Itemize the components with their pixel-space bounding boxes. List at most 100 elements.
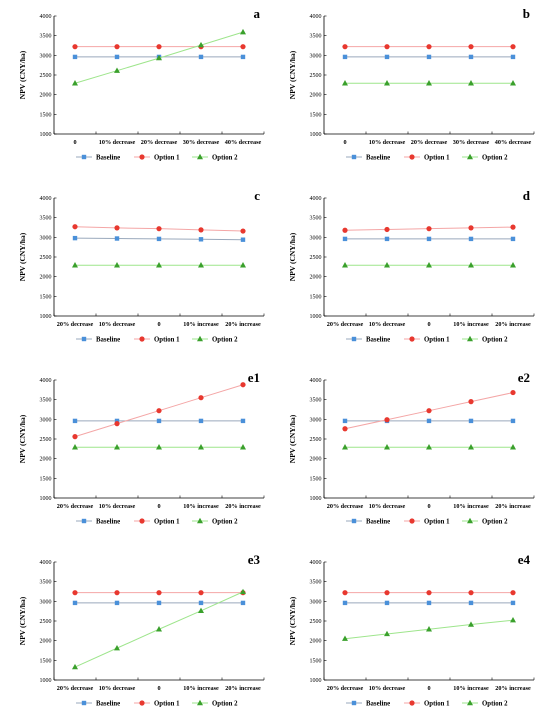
x-category-label: 0	[73, 139, 76, 146]
series-baseline	[342, 54, 516, 60]
x-category-label: 40% decrease	[495, 139, 532, 146]
data-point	[198, 600, 204, 606]
y-tick-label: 2000	[40, 639, 52, 645]
legend-label: Option 1	[424, 518, 450, 525]
panel-b: 1000 1500 2000 2500 3000 3500 4000 0 10% decreas…	[288, 6, 535, 161]
series-option-2	[72, 588, 246, 670]
data-point	[468, 600, 474, 606]
x-category-label: 10% increase	[183, 685, 219, 692]
data-point	[342, 444, 348, 450]
data-point	[114, 644, 120, 651]
y-tick-label: 3000	[40, 417, 52, 423]
legend-marker	[81, 154, 87, 160]
x-category-label: 20% increase	[225, 685, 261, 692]
y-tick-label: 1000	[310, 132, 322, 138]
data-point	[156, 408, 162, 414]
data-point	[342, 54, 348, 60]
legend-label: Option 1	[424, 154, 450, 161]
y-tick-label: 1500	[40, 294, 52, 300]
x-category-label: 20% increase	[495, 685, 531, 692]
y-axis-label: NPV (CNY/ha)	[288, 596, 297, 645]
data-point	[510, 418, 516, 424]
data-point	[468, 621, 474, 627]
legend-label: Baseline	[96, 700, 120, 707]
data-point	[510, 600, 516, 606]
data-point	[198, 237, 204, 242]
data-point	[156, 236, 162, 242]
y-tick-label: 3000	[310, 53, 322, 59]
panel-letter: e4	[518, 552, 531, 567]
x-category-label: 20% decrease	[57, 321, 94, 328]
data-point	[114, 444, 120, 450]
y-tick-label: 1000	[40, 314, 52, 320]
y-tick-label: 4000	[40, 560, 52, 566]
data-point	[384, 262, 390, 268]
data-point	[72, 235, 78, 241]
panel-letter: c	[254, 188, 260, 203]
data-point	[72, 80, 78, 86]
data-point	[468, 418, 474, 424]
panel-d: 1000 1500 2000 2500 3000 3500 4000 20% decrease…	[288, 188, 535, 343]
data-point	[114, 590, 120, 596]
y-tick-label: 2500	[310, 437, 322, 443]
y-axis-label: NPV (CNY/ha)	[18, 50, 27, 99]
y-tick-label: 2000	[310, 457, 322, 463]
series-baseline	[342, 600, 516, 606]
data-point	[342, 426, 348, 432]
x-category-label: 10% decrease	[99, 321, 136, 328]
data-point	[468, 225, 474, 231]
legend: Baseline Option 1 Option 2	[76, 153, 238, 161]
x-category-label: 10% decrease	[369, 321, 406, 328]
x-category-label: 40% decrease	[225, 139, 262, 146]
y-tick-label: 1500	[310, 294, 322, 300]
data-point	[198, 607, 204, 613]
data-point	[240, 262, 246, 268]
legend-label: Baseline	[366, 154, 390, 161]
x-category-label: 20% decrease	[327, 321, 364, 328]
data-point	[510, 224, 516, 230]
x-category-label: 20% decrease	[411, 139, 448, 146]
x-category-label: 20% decrease	[57, 685, 94, 692]
y-tick-label: 1500	[40, 476, 52, 482]
y-tick-label: 4000	[40, 196, 52, 202]
x-category-label: 10% decrease	[99, 503, 136, 510]
data-point	[342, 262, 348, 268]
x-category-label: 10% increase	[183, 321, 219, 328]
y-tick-label: 2500	[310, 255, 322, 261]
y-tick-label: 1000	[40, 496, 52, 502]
y-axis-label: NPV (CNY/ha)	[18, 232, 27, 281]
legend-label: Option 2	[212, 518, 238, 525]
y-tick-label: 2500	[40, 73, 52, 79]
data-point	[384, 54, 390, 60]
data-point	[114, 262, 120, 268]
legend-marker	[197, 699, 203, 706]
x-category-label: 20% decrease	[57, 503, 94, 510]
legend-label: Option 2	[482, 154, 508, 161]
legend-label: Option 1	[424, 336, 450, 343]
data-point	[342, 236, 348, 242]
legend-label: Option 2	[212, 154, 238, 161]
data-point	[510, 590, 516, 596]
data-point	[198, 227, 204, 233]
data-point	[240, 418, 246, 424]
series-option-2	[342, 617, 516, 641]
y-tick-label: 4000	[40, 14, 52, 20]
y-tick-label: 4000	[310, 196, 322, 202]
data-point	[240, 28, 246, 35]
legend-label: Baseline	[96, 336, 120, 343]
data-point	[114, 54, 120, 60]
y-tick-label: 1000	[40, 132, 52, 138]
panel-e4: 1000 1500 2000 2500 3000 3500 4000 20% decrease…	[288, 552, 535, 707]
data-point	[510, 617, 516, 623]
data-point	[72, 590, 78, 596]
panel-e2: 1000 1500 2000 2500 3000 3500 4000 20% decrease…	[288, 370, 535, 525]
data-point	[426, 444, 432, 450]
x-category-label: 10% increase	[453, 321, 489, 328]
data-point	[384, 590, 390, 596]
x-category-label: 10% increase	[453, 503, 489, 510]
data-point	[198, 41, 204, 48]
data-point	[468, 262, 474, 268]
data-point	[240, 237, 246, 242]
y-tick-label: 2000	[40, 275, 52, 281]
data-point	[156, 262, 162, 268]
